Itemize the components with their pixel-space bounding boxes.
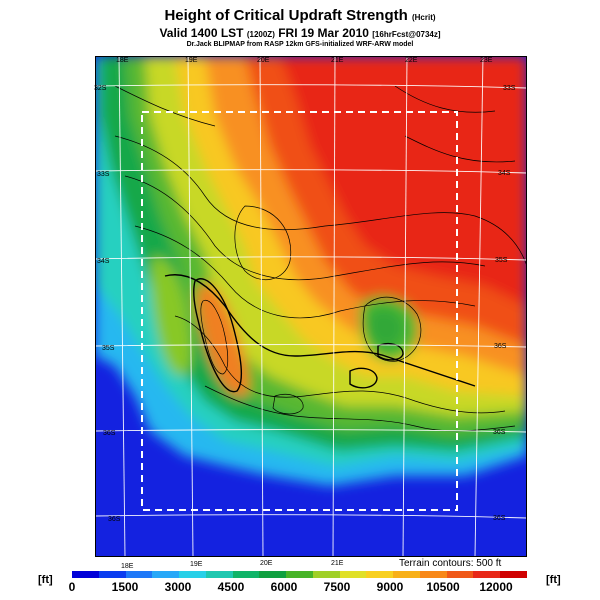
terrain-contours [114,85,527,432]
colorbar-tick-label: 7500 [323,580,351,594]
left-lat-label: 33S [97,171,110,178]
colorbar-swatch [125,571,153,578]
inland-orange-ridge [196,283,250,397]
colorbar-swatch [72,571,100,578]
left-lat-label: 34S [97,258,110,265]
colorbar-tick-label: 9000 [376,580,404,594]
colorbar-swatch [446,571,474,578]
colorbar-swatch [179,571,207,578]
top-lon-label: 18E [116,57,129,64]
colorbar-swatch [286,571,314,578]
bottom-lon-label: 20E [260,560,273,567]
colorbar-tick-label: 10500 [426,580,460,594]
right-lat-label: 34S [498,170,511,177]
colorbar-swatch [473,571,501,578]
colorbar-unit-left: [ft] [38,574,53,586]
colorbar-swatch [419,571,448,578]
colorbar-swatch [500,571,528,578]
colorbar-tick-label: 0 [68,580,76,594]
colorbar-swatch [366,571,394,578]
colorbar-swatch [98,571,126,578]
colorbar-tick-label: 6000 [270,580,298,594]
colorbar-swatch [393,571,421,578]
colorbar-swatch [312,571,341,578]
colorbar-tick-label: 1500 [111,580,139,594]
bottom-lon-label: 19E [190,561,203,568]
colorbar-swatch [205,571,234,578]
colorbar-swatch [232,571,260,578]
colorbar-tick-label: 12000 [479,580,513,594]
top-lon-label: 19E [185,57,198,64]
top-lon-label: 22E [405,57,418,64]
model-credit: Dr.Jack BLIPMAP from RASP 12km GFS-initi… [186,41,414,48]
right-lat-label: 35S [495,257,508,264]
graticule [95,56,527,557]
bottom-lon-label: 21E [331,560,344,567]
colorbar-swatch [152,571,180,578]
colorbar-tick-label: 4500 [217,580,245,594]
colorbar-swatch [259,571,287,578]
colorbar [72,571,528,578]
top-lon-label: 20E [257,57,270,64]
right-lat-label: 36S [494,343,507,350]
valid-time: Valid 1400 LST (1200Z) FRI 19 Mar 2010 [… [159,26,441,40]
hcrit-map [95,56,527,557]
colorbar-swatch [339,571,367,578]
right-lat-label: 36S [493,515,506,522]
chart-title: Height of Critical Updraft Strength (Hcr… [164,7,436,24]
bottom-lon-label: 18E [121,563,134,570]
colorbar-tick-label: 3000 [164,580,192,594]
top-lon-label: 23E [480,57,493,64]
left-lat-label: 32S [94,85,107,92]
terrain-note: Terrain contours: 500 ft [399,558,502,569]
top-lon-label: 21E [331,57,344,64]
left-lat-label: 36S [108,516,121,523]
left-lat-label: 36S [103,430,116,437]
left-lat-label: 35S [102,345,115,352]
right-lat-label: 33S [503,85,516,92]
colorbar-unit-right: [ft] [546,574,561,586]
inner-domain-box [141,111,458,511]
right-lat-label: 36S [493,429,506,436]
